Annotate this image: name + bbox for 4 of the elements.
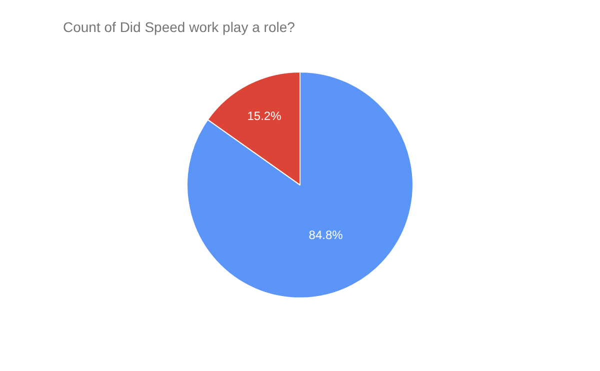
pie-slice bbox=[186, 71, 414, 298]
data-label: 84.8% bbox=[308, 228, 344, 242]
chart-title: Count of Did Speed work play a role? bbox=[63, 19, 296, 36]
data-label: 15.2% bbox=[247, 109, 282, 124]
